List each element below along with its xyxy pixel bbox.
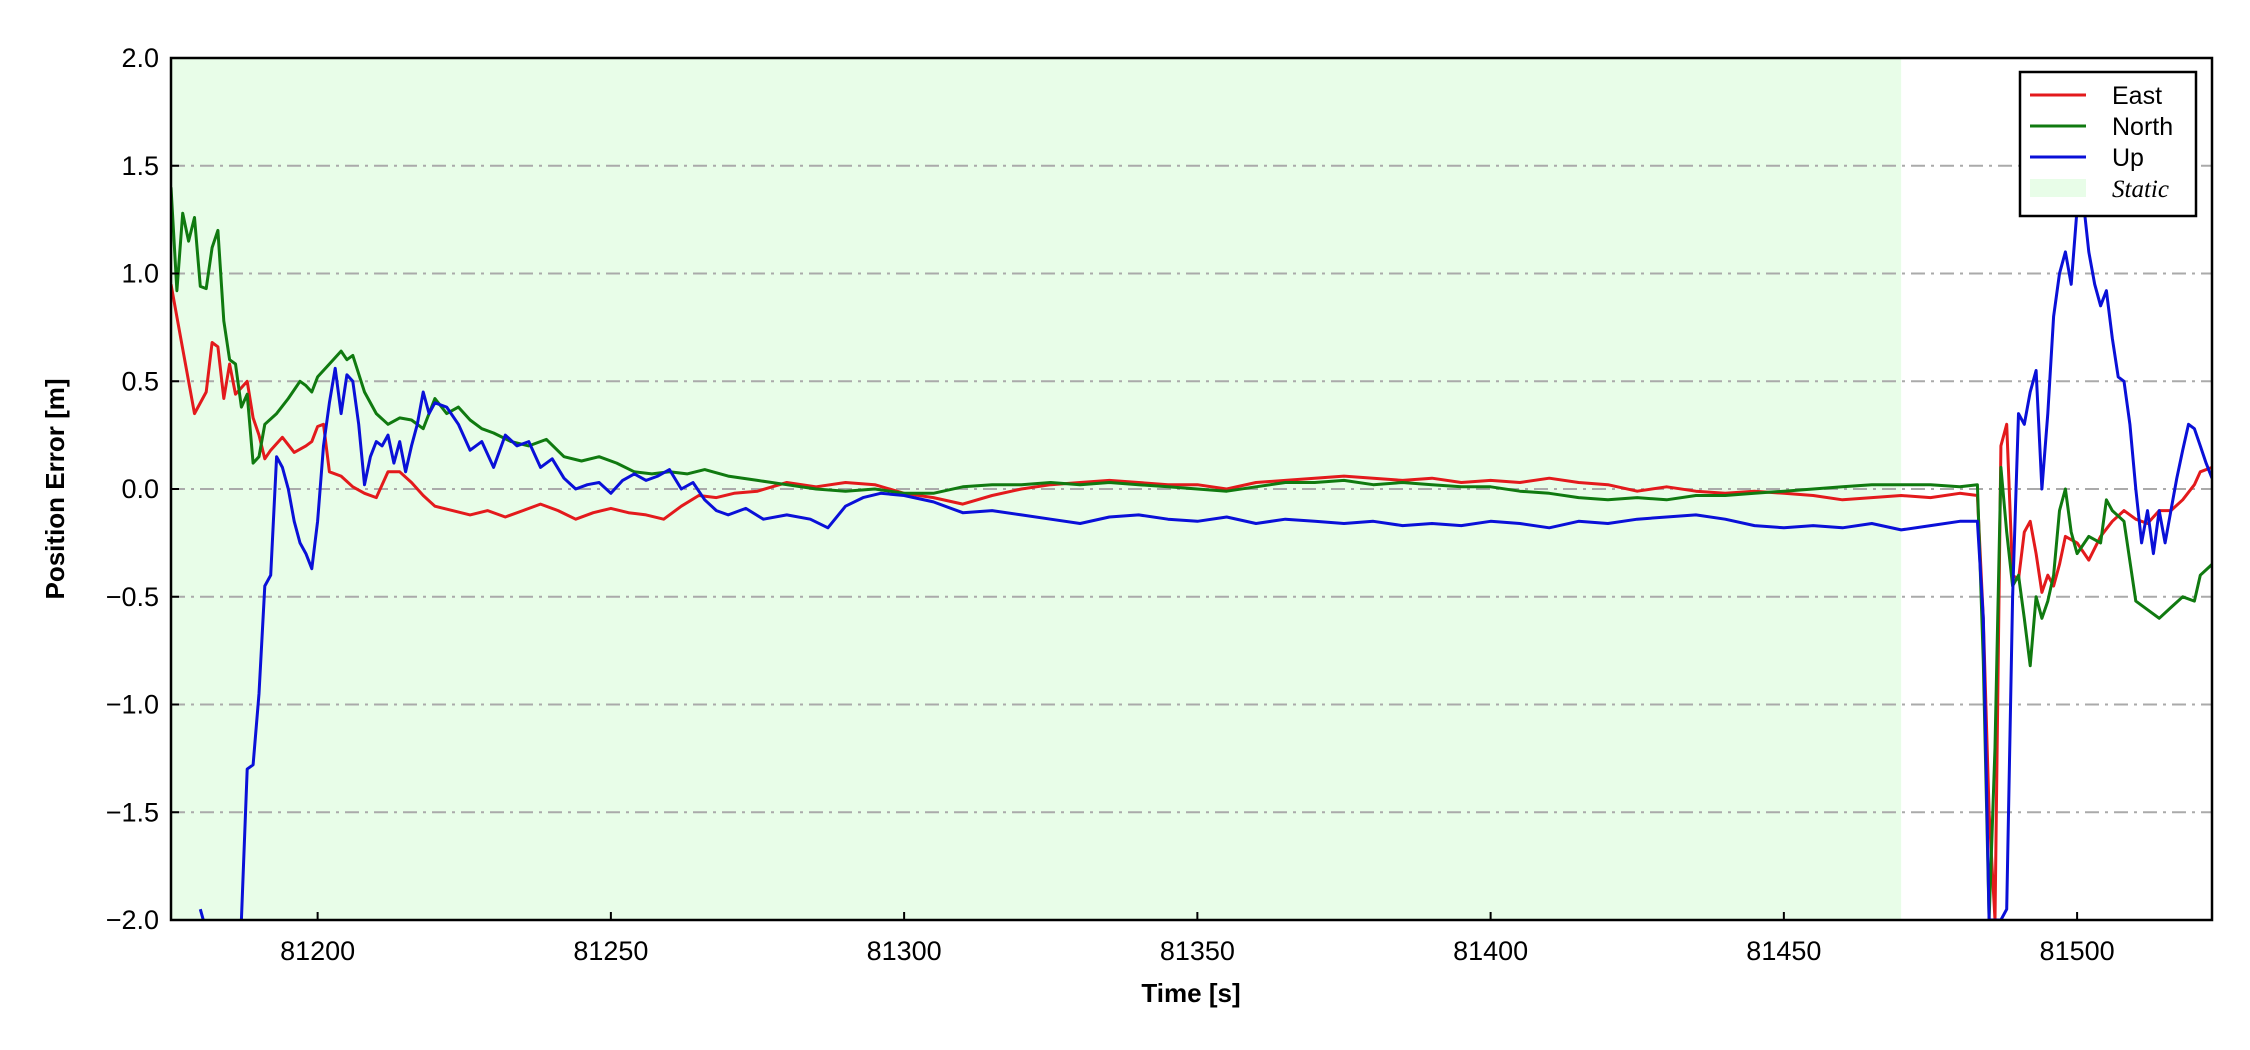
y-tick-label: 1.0 (121, 259, 159, 289)
y-tick-label: 0.0 (121, 474, 159, 504)
series-line-east (171, 284, 2212, 920)
x-tick-label: 81250 (573, 936, 648, 966)
legend-label-static: Static (2112, 176, 2169, 203)
legend-label-east: East (2112, 82, 2162, 110)
x-tick-label: 81300 (867, 936, 942, 966)
series-line-up (198, 196, 2212, 920)
x-tick-label: 81450 (1746, 936, 1821, 966)
y-axis-title: Position Error [m] (40, 378, 70, 599)
y-tick-label: −1.0 (106, 690, 159, 720)
y-tick-label: 1.5 (121, 151, 159, 181)
x-tick-label: 81200 (280, 936, 355, 966)
legend-label-north: North (2112, 113, 2173, 141)
y-tick-label: 0.5 (121, 366, 159, 396)
series-layer (171, 187, 2212, 920)
y-tick-label: 2.0 (121, 43, 159, 73)
y-tick-label: −1.5 (106, 797, 159, 827)
x-axis-title: Time [s] (1141, 978, 1240, 1008)
x-tick-label: 81500 (2040, 936, 2115, 966)
x-tick-label: 81350 (1160, 936, 1235, 966)
y-axis-ticks: 2.0 1.5 1.0 0.5 0.0 −0.5 −1.0 −1.5 −2.0 (106, 43, 179, 935)
x-axis-ticks: 81200 81250 81300 81350 81400 81450 81500 (280, 912, 2115, 966)
y-tick-label: −2.0 (106, 905, 159, 935)
y-tick-label: −0.5 (106, 582, 159, 612)
legend-swatch-static (2030, 179, 2086, 197)
legend-label-up: Up (2112, 144, 2144, 172)
x-tick-label: 81400 (1453, 936, 1528, 966)
series-line-north (171, 187, 2212, 920)
legend: East North Up Static (2018, 70, 2198, 218)
